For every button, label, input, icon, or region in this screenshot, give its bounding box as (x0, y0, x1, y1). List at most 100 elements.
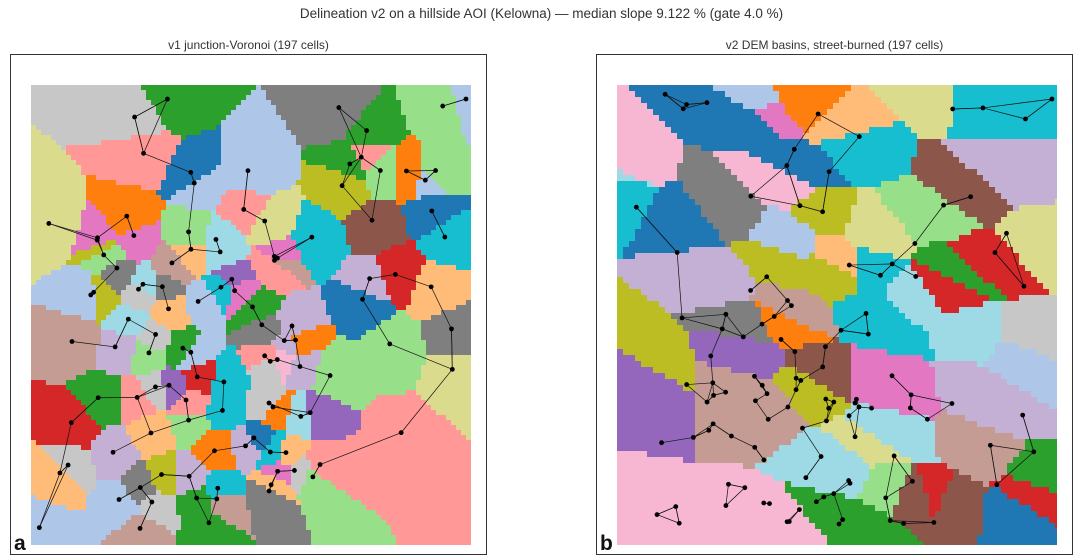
panel-a-cell-px (391, 90, 397, 96)
panel-a-cell-px (401, 330, 407, 336)
panel-a-cell-px (36, 150, 42, 156)
panel-a-cell-px (121, 270, 127, 276)
panel-a-cell-px (456, 325, 462, 331)
panel-a-cell-px (216, 300, 222, 306)
panel-a-cell-px (356, 165, 362, 171)
panel-a-cell-px (286, 125, 292, 131)
panel-a-cell-px (306, 115, 312, 121)
panel-a-cell-px (101, 355, 107, 361)
panel-a-cell-px (76, 195, 82, 201)
panel-a-cell-px (431, 170, 437, 176)
panel-a-cell-px (96, 165, 102, 171)
panel-a-cell-px (271, 85, 277, 91)
panel-a-cell-px (346, 180, 352, 186)
panel-a-cell-px (106, 360, 112, 366)
panel-a-cell-px (66, 325, 72, 331)
panel-a-cell-px (336, 290, 342, 296)
panel-a-cell-px (271, 120, 277, 126)
panel-a-cell-px (136, 115, 142, 121)
panel-a-cell-px (121, 300, 127, 306)
panel-a-cell-px (411, 300, 417, 306)
panel-a-cell-px (251, 100, 257, 106)
panel-a-cell-px (206, 150, 212, 156)
panel-a-cell-px (401, 150, 407, 156)
panel-a-cell-px (191, 205, 197, 211)
panel-a-cell-px (376, 290, 382, 296)
panel-a-cell-px (136, 110, 142, 116)
panel-a-cell-px (201, 170, 207, 176)
panel-a-cell-px (381, 350, 387, 356)
panel-a-cell-px (31, 245, 37, 251)
panel-a-cell-px (176, 150, 182, 156)
panel-a-cell-px (166, 290, 172, 296)
panel-a-cell-px (306, 195, 312, 201)
panel-a-cell-px (271, 190, 277, 196)
panel-a-cell-px (126, 305, 132, 311)
panel-a-cell-px (326, 290, 332, 296)
panel-a-cell-px (316, 310, 322, 316)
panel-a-cell-px (146, 190, 152, 196)
panel-a-cell-px (431, 225, 437, 231)
panel-a-cell-px (416, 260, 422, 266)
panel-a-cell-px (381, 160, 387, 166)
panel-a-cell-px (86, 340, 92, 346)
panel-a-cell-px (251, 335, 257, 341)
panel-a-cell-px (281, 325, 287, 331)
panel-a-cell-px (111, 315, 117, 321)
panel-a-cell-px (316, 110, 322, 116)
panel-a-cell-px (181, 130, 187, 136)
panel-a-cell-px (361, 255, 367, 261)
panel-a-cell-px (291, 235, 297, 241)
panel-a-cell-px (216, 200, 222, 206)
panel-a-cell-px (136, 215, 142, 221)
panel-a-cell-px (321, 180, 327, 186)
panel-a-cell-px (111, 275, 117, 281)
panel-a-cell-px (431, 190, 437, 196)
panel-a-cell-px (296, 90, 302, 96)
panel-a-cell-px (416, 180, 422, 186)
panel-a-cell-px (356, 190, 362, 196)
panel-a-cell-px (311, 220, 317, 226)
panel-a-cell-px (376, 285, 382, 291)
panel-a-cell-px (356, 270, 362, 276)
panel-a-cell-px (266, 200, 272, 206)
panel-a-cell-px (261, 155, 267, 161)
panel-a-cell-px (221, 195, 227, 201)
panel-a-cell-px (466, 225, 471, 231)
panel-a-cell-px (86, 175, 92, 181)
panel-a-cell-px (191, 320, 197, 326)
panel-a-cell-px (256, 190, 262, 196)
panel-a-cell-px (121, 195, 127, 201)
panel-a-cell-px (51, 120, 57, 126)
panel-a-cell-px (36, 180, 42, 186)
panel-a-cell-px (331, 205, 337, 211)
panel-a-cell-px (146, 135, 152, 141)
panel-a-cell-px (171, 225, 177, 231)
panel-a-cell-px (246, 305, 252, 311)
panel-a-cell-px (246, 225, 252, 231)
panel-a-cell-px (346, 210, 352, 216)
panel-a-cell-px (361, 115, 367, 121)
panel-a-cell-px (146, 330, 152, 336)
panel-a-cell-px (396, 300, 402, 306)
panel-a-cell-px (286, 85, 292, 91)
panel-a-cell-px (401, 180, 407, 186)
panel-a-cell-px (81, 350, 87, 356)
panel-a-cell-px (326, 220, 332, 226)
panel-a-cell-px (386, 110, 392, 116)
panel-a-cell-px (196, 145, 202, 151)
panel-a-cell-px (421, 285, 427, 291)
panel-a-cell-px (86, 95, 92, 101)
panel-a-cell-px (36, 110, 42, 116)
panel-a-cell-px (86, 120, 92, 126)
panel-a-cell-px (396, 255, 402, 261)
panel-a-cell-px (306, 330, 312, 336)
panel-a-cell-px (341, 365, 347, 371)
panel-a-cell-px (316, 200, 322, 206)
panel-a-cell-px (276, 260, 282, 266)
panel-a-cell-px (416, 170, 422, 176)
panel-a-cell-px (361, 260, 367, 266)
panel-a-cell-px (56, 215, 62, 221)
panel-a-cell-px (91, 185, 97, 191)
panel-a-cell-px (216, 305, 222, 311)
